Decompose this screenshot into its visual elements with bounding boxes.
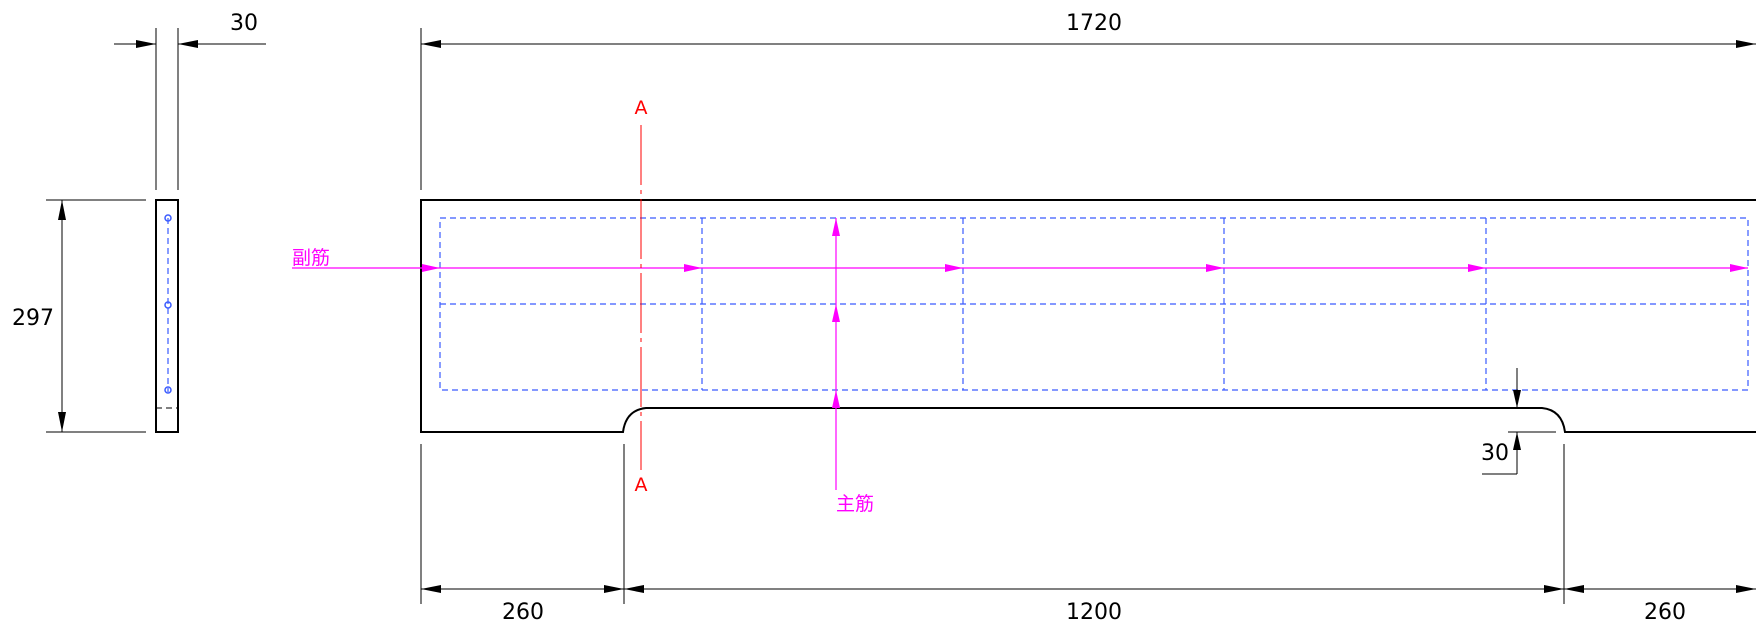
arrow-right-icon — [1736, 585, 1756, 593]
bottom-dimension-chain: 260 1200 260 — [420, 444, 1756, 625]
arrow-down-icon — [58, 412, 66, 432]
arrow-left-icon — [624, 585, 644, 593]
arrow-right-icon — [684, 264, 702, 272]
arrow-right-icon — [1736, 40, 1756, 48]
right-end-value: 260 — [1644, 600, 1686, 625]
arrow-right-icon — [1730, 264, 1748, 272]
front-view — [420, 199, 1756, 433]
main-rebar-leader: 主筋 — [832, 218, 874, 515]
middle-span-value: 1200 — [1066, 600, 1122, 625]
main-rebar-label: 主筋 — [836, 493, 874, 515]
secondary-rebar-leader: 副筋 — [292, 247, 1748, 272]
arrow-up-icon — [832, 390, 840, 408]
height-dimension: 297 — [12, 199, 146, 433]
side-view-outline — [155, 199, 179, 433]
left-end-value: 260 — [502, 600, 544, 625]
arrow-left-icon — [178, 40, 198, 48]
thickness-value: 30 — [230, 11, 258, 36]
arrow-right-icon — [1206, 264, 1224, 272]
side-view — [155, 199, 179, 433]
arrow-right-icon — [1468, 264, 1486, 272]
front-view-outline — [420, 199, 1756, 433]
overall-length-dimension: 1720 — [420, 11, 1756, 190]
arrow-left-icon — [1564, 585, 1584, 593]
arrow-down-icon — [1513, 390, 1521, 408]
arrow-right-icon — [136, 40, 156, 48]
rebar-dot — [164, 301, 172, 309]
overall-length-value: 1720 — [1066, 11, 1122, 36]
rebar-dot — [164, 214, 172, 222]
arrow-up-icon — [832, 304, 840, 322]
height-value: 297 — [12, 306, 54, 331]
secondary-rebar-label: 副筋 — [292, 247, 330, 269]
arrow-right-icon — [422, 264, 440, 272]
section-line-a: A A — [635, 97, 648, 496]
arrow-left-icon — [421, 585, 441, 593]
notch-depth-dimension: 30 — [1481, 368, 1556, 475]
arrow-right-icon — [945, 264, 963, 272]
arrow-up-icon — [58, 200, 66, 220]
arrow-right-icon — [1544, 585, 1564, 593]
thickness-dimension: 30 — [114, 11, 266, 190]
notch-depth-value: 30 — [1481, 441, 1509, 466]
arrow-up-icon — [832, 218, 840, 236]
section-label-top: A — [635, 97, 648, 119]
section-label-bottom: A — [635, 474, 648, 496]
arrow-right-icon — [604, 585, 624, 593]
arrow-up-icon — [1513, 432, 1521, 450]
rebar-dot — [164, 386, 172, 394]
arrow-left-icon — [421, 40, 441, 48]
